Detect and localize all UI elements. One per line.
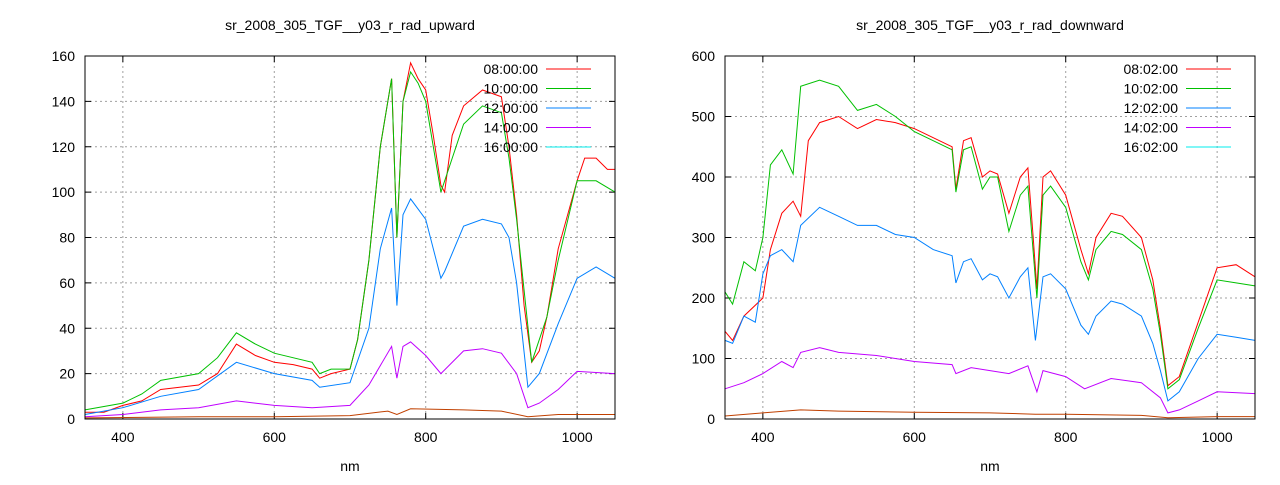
series-line-10-00-00	[84, 70, 616, 411]
series-line-16-00-00	[84, 408, 615, 419]
x-tick-label: 800	[414, 429, 438, 445]
chart-title: sr_2008_305_TGF__y03_r_rad_upward	[225, 17, 475, 33]
legend-label: 14:02:00	[1124, 120, 1179, 136]
legend-label: 12:00:00	[484, 100, 539, 116]
y-tick-label: 60	[59, 275, 75, 291]
y-tick-label: 80	[59, 230, 75, 246]
legend-label: 10:02:00	[1124, 81, 1179, 97]
plot-border	[724, 55, 1256, 420]
y-tick-label: 200	[692, 290, 716, 306]
y-tick-label: 400	[692, 169, 716, 185]
series-line-16-02-00	[724, 409, 1255, 419]
x-tick-label: 400	[751, 429, 775, 445]
y-tick-label: 40	[59, 320, 75, 336]
legend-label: 10:00:00	[484, 81, 539, 97]
y-tick-label: 600	[692, 48, 716, 64]
series-line-08-00-00	[85, 61, 615, 413]
x-tick-label: 400	[111, 429, 135, 445]
series-line-10-02-00	[724, 79, 1256, 390]
y-tick-label: 20	[59, 366, 75, 382]
series-line-08-02-00	[724, 115, 1256, 387]
y-tick-label: 0	[707, 411, 715, 427]
x-tick-label: 600	[903, 429, 927, 445]
legend-label: 12:02:00	[1124, 100, 1179, 116]
series-line-14-00-00	[84, 341, 616, 418]
y-tick-label: 100	[52, 184, 76, 200]
y-tick-label: 160	[52, 48, 76, 64]
y-tick-label: 120	[52, 139, 76, 155]
legend-label: 14:00:00	[484, 120, 539, 136]
series-line-12-00-00	[84, 197, 616, 415]
series-line-14-02-00	[724, 347, 1256, 414]
y-tick-label: 140	[52, 93, 76, 109]
x-axis-label: nm	[340, 458, 359, 474]
series-line-12-02-00	[724, 206, 1256, 402]
x-axis-label: nm	[980, 458, 999, 474]
y-tick-label: 500	[692, 109, 716, 125]
upward-radiance-chart: sr_2008_305_TGF__y03_r_rad_upward nm 400…	[52, 17, 616, 474]
x-tick-label: 1000	[562, 429, 593, 445]
chart-title: sr_2008_305_TGF__y03_r_rad_downward	[856, 17, 1124, 33]
downward-radiance-chart: sr_2008_305_TGF__y03_r_rad_downward nm 4…	[692, 17, 1256, 474]
legend-label: 08:02:00	[1124, 61, 1179, 77]
legend-label: 16:02:00	[1124, 139, 1179, 155]
y-tick-label: 0	[67, 411, 75, 427]
y-tick-label: 100	[692, 351, 716, 367]
legend-label: 16:00:00	[484, 139, 539, 155]
x-tick-label: 800	[1054, 429, 1078, 445]
legend-label: 08:00:00	[484, 61, 539, 77]
x-tick-label: 1000	[1202, 429, 1233, 445]
y-tick-label: 300	[692, 230, 716, 246]
plot-border	[84, 55, 616, 420]
x-tick-label: 600	[263, 429, 287, 445]
